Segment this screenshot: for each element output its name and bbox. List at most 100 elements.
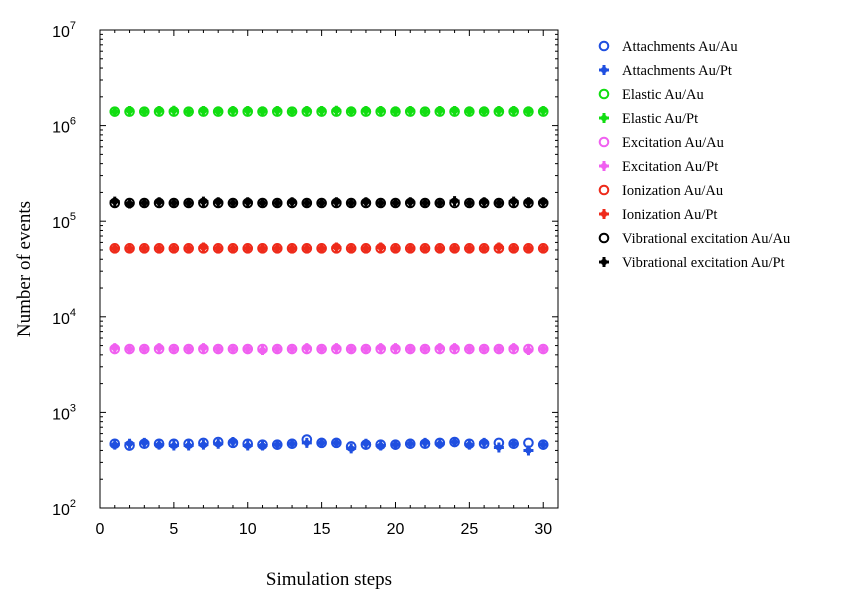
marker-plus [538, 243, 549, 254]
point-vibrational-excitation-au-pt [272, 198, 283, 209]
marker-plus [272, 439, 283, 450]
marker-plus [124, 243, 135, 254]
marker-plus [538, 344, 549, 355]
y-tick-exponent: 5 [70, 211, 76, 223]
point-ionization-au-pt [375, 242, 386, 253]
marker-plus [449, 343, 460, 354]
legend-marker-attachments-au-pt [599, 65, 609, 75]
point-ionization-au-pt [287, 243, 298, 254]
point-attachments-au-pt [464, 439, 475, 450]
marker-plus [242, 344, 253, 355]
marker-plus [227, 344, 238, 355]
marker-plus [375, 343, 386, 354]
point-attachments-au-pt [405, 438, 416, 449]
point-attachments-au-pt [139, 437, 150, 448]
point-elastic-au-pt [168, 105, 179, 116]
legend-label-vibrational-excitation-au-au: Vibrational excitation Au/Au [622, 231, 790, 247]
point-ionization-au-pt [434, 243, 445, 254]
point-excitation-au-pt [287, 344, 298, 355]
point-elastic-au-pt [301, 106, 312, 117]
marker-plus [272, 344, 283, 355]
marker-plus [360, 197, 371, 208]
marker-plus [227, 106, 238, 117]
marker-plus [257, 106, 268, 117]
point-elastic-au-pt [405, 106, 416, 117]
point-vibrational-excitation-au-pt [493, 198, 504, 209]
marker-plus [331, 242, 342, 253]
legend-label-excitation-au-au: Excitation Au/Au [622, 135, 724, 151]
point-elastic-au-pt [316, 106, 327, 117]
marker-plus [479, 243, 490, 254]
point-excitation-au-pt [124, 344, 135, 355]
y-tick-base: 10 [52, 502, 70, 519]
y-tick-exponent: 6 [70, 116, 76, 128]
point-attachments-au-pt [493, 442, 504, 453]
x-tick-label: 15 [313, 521, 331, 538]
marker-plus [242, 106, 253, 117]
marker-plus [346, 198, 357, 209]
point-elastic-au-pt [493, 106, 504, 117]
marker-plus [464, 106, 475, 117]
point-excitation-au-pt [331, 343, 342, 354]
marker-plus [464, 243, 475, 254]
y-axis-title: Number of events [14, 201, 35, 337]
point-excitation-au-pt [242, 344, 253, 355]
marker-plus [183, 344, 194, 355]
point-excitation-au-pt [272, 344, 283, 355]
point-vibrational-excitation-au-pt [287, 197, 298, 208]
point-vibrational-excitation-au-pt [124, 198, 135, 209]
point-ionization-au-pt [346, 243, 357, 254]
y-tick-base: 10 [52, 24, 70, 41]
marker-plus [124, 438, 135, 449]
marker-plus [301, 343, 312, 354]
marker-plus [375, 106, 386, 117]
plot-frame [99, 29, 559, 509]
marker-plus [198, 106, 209, 117]
point-ionization-au-pt [154, 243, 165, 254]
marker-plus [183, 198, 194, 209]
point-elastic-au-pt [538, 106, 549, 117]
point-ionization-au-pt [213, 243, 224, 254]
point-elastic-au-pt [523, 106, 534, 117]
point-attachments-au-pt [124, 438, 135, 449]
marker-plus [449, 437, 460, 448]
point-ionization-au-pt [257, 243, 268, 254]
point-excitation-au-pt [434, 343, 445, 354]
point-excitation-au-pt [508, 343, 519, 354]
marker-plus [523, 197, 534, 208]
marker-plus [508, 438, 519, 449]
point-excitation-au-pt [464, 344, 475, 355]
point-excitation-au-pt [479, 344, 490, 355]
point-ionization-au-pt [390, 243, 401, 254]
marker-plus [109, 343, 120, 354]
marker-plus [375, 440, 386, 451]
marker-plus [213, 438, 224, 449]
marker-plus [316, 437, 327, 448]
y-tick-label: 106 [52, 116, 76, 137]
point-ionization-au-pt [405, 243, 416, 254]
point-ionization-au-pt [523, 243, 534, 254]
marker-plus [213, 197, 224, 208]
point-ionization-au-pt [168, 243, 179, 254]
marker-plus [109, 196, 120, 207]
marker-plus [449, 196, 460, 207]
point-vibrational-excitation-au-pt [360, 197, 371, 208]
marker-plus [523, 445, 534, 456]
point-elastic-au-pt [390, 106, 401, 117]
point-vibrational-excitation-au-pt [139, 198, 150, 209]
marker-plus [272, 106, 283, 117]
legend: Attachments Au/Au Attachments Au/Pt Elasti… [598, 39, 790, 271]
legend-label-elastic-au-pt: Elastic Au/Pt [622, 111, 698, 127]
marker-plus [227, 437, 238, 448]
marker-plus [272, 198, 283, 209]
marker-plus [523, 243, 534, 254]
x-axis-title: Simulation steps [266, 569, 392, 590]
marker-plus [599, 209, 609, 219]
point-excitation-au-pt [316, 344, 327, 355]
marker-plus [198, 343, 209, 354]
point-vibrational-excitation-au-pt [420, 198, 431, 209]
marker-plus [301, 437, 312, 448]
legend-marker-attachments-au-au [598, 40, 610, 52]
